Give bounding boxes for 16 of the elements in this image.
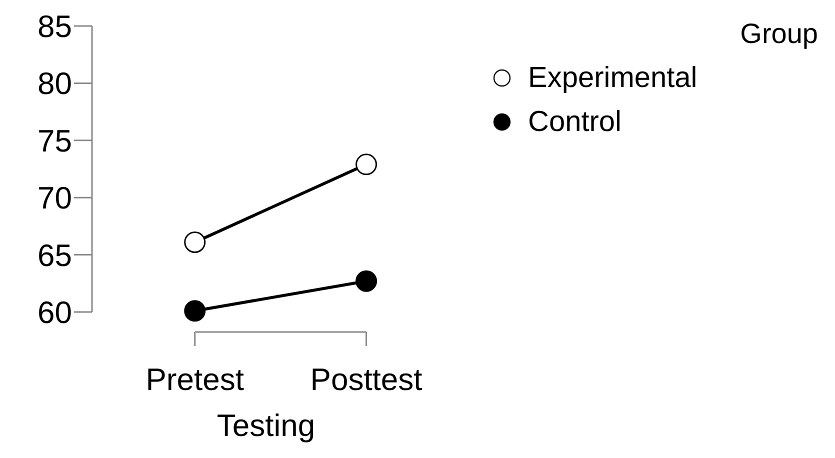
point: [184, 300, 206, 322]
y-tick-label: 65: [38, 238, 72, 273]
y-tick-label: 75: [38, 123, 72, 158]
y-tick-label: 60: [38, 295, 72, 330]
x-axis-title: Testing: [216, 408, 316, 443]
x-tick-label: Posttest: [310, 362, 423, 397]
y-tick-label: 85: [38, 9, 72, 44]
y-tick-label: 80: [38, 66, 72, 102]
point: [184, 231, 206, 253]
point: [356, 270, 378, 292]
y-tick-label: 70: [38, 180, 72, 216]
x-tick-label: Pretest: [146, 362, 244, 397]
legend-label: Control: [528, 106, 622, 138]
legend-label: Experimental: [528, 62, 698, 94]
legend-title: Group: [739, 18, 818, 50]
point: [356, 154, 378, 176]
